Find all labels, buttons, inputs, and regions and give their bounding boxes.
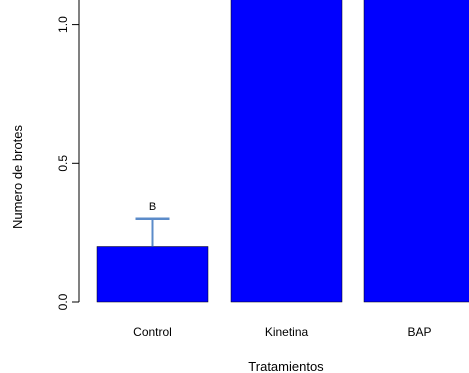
y-axis: 0.00.51.01.5 — [56, 0, 80, 310]
significance-letter: B — [149, 201, 156, 213]
y-axis-label: Numero de brotes — [10, 124, 25, 229]
bar-kinetina — [230, 0, 343, 303]
y-tick-label: 0.5 — [56, 155, 70, 172]
bars — [96, 0, 469, 303]
y-tick-label: 1.0 — [56, 16, 70, 33]
bar-bap — [363, 0, 469, 303]
x-tick-label: Control — [133, 325, 172, 339]
x-tick-label: Kinetina — [265, 325, 309, 339]
error-bars — [135, 217, 170, 247]
significance-letters: BAA — [149, 201, 156, 213]
x-axis-label: Tratamientos — [248, 359, 324, 373]
x-tick-labels: Control Kinetina BAP — [133, 325, 431, 339]
bar-control — [96, 246, 209, 303]
y-tick-label: 0.0 — [56, 293, 70, 310]
x-tick-label: BAP — [407, 325, 431, 339]
